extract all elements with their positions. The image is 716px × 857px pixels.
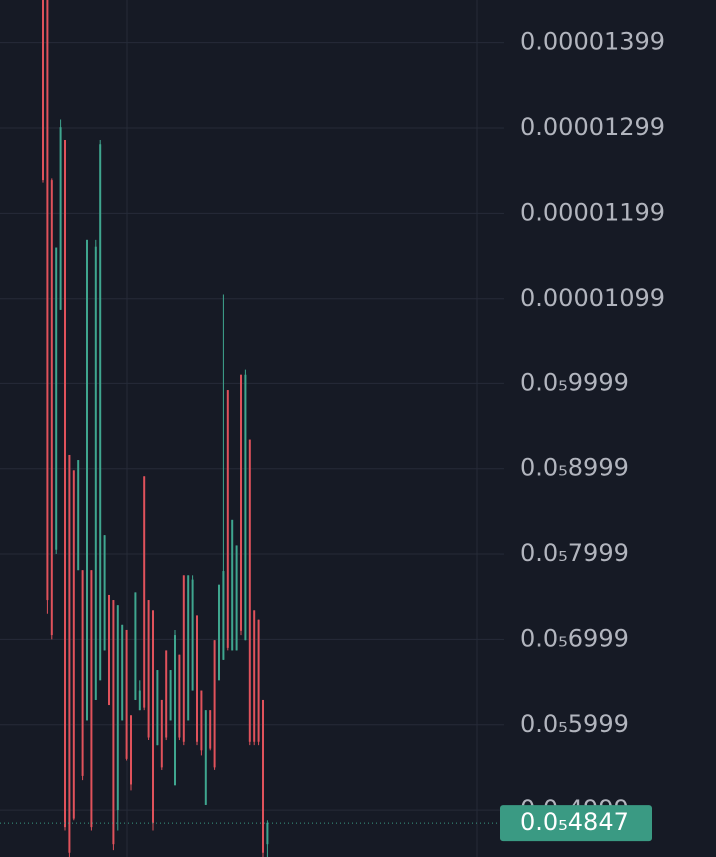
- candle-body: [116, 605, 119, 811]
- candle-body: [112, 600, 115, 845]
- candle-body: [121, 624, 124, 721]
- last-price-label: 0.0₅4847: [520, 808, 629, 836]
- candle-body: [125, 629, 128, 759]
- candle-body: [42, 0, 44, 181]
- y-tick-label: 0.00001299: [520, 113, 665, 141]
- candle-body: [218, 584, 220, 681]
- y-tick-label: 0.0₅7999: [520, 539, 629, 567]
- candle-body: [152, 610, 154, 823]
- candles: [42, 0, 269, 857]
- candle-body: [134, 592, 137, 700]
- candle-body: [90, 570, 93, 828]
- candle-body: [147, 600, 150, 738]
- candle-body: [253, 610, 256, 742]
- candle-body: [86, 239, 88, 721]
- last-price-box: [500, 805, 652, 842]
- candle-body: [182, 575, 185, 742]
- candle-body: [130, 715, 132, 785]
- candle-body: [222, 571, 225, 660]
- candle-body: [204, 710, 207, 805]
- candle-body: [138, 690, 141, 711]
- candle-body: [257, 619, 260, 742]
- candle-body: [200, 690, 203, 751]
- y-tick-label: 0.00001099: [520, 284, 665, 312]
- candle-body: [72, 470, 75, 819]
- candle-body: [99, 144, 102, 681]
- price-axis: 0.00001399 0.00001299 0.00001199 0.00001099…: [0, 28, 665, 842]
- candle-body: [81, 570, 84, 776]
- candle-body: [213, 640, 216, 768]
- candle-body: [50, 180, 53, 636]
- candle-body: [165, 650, 168, 738]
- candle-body: [169, 670, 172, 721]
- y-tick-label: 0.0₅8999: [520, 454, 629, 482]
- y-tick-label: 0.0₅5999: [520, 710, 629, 738]
- candle-body: [231, 519, 234, 651]
- candle-body: [77, 460, 80, 571]
- candle-body: [160, 699, 163, 768]
- candle-body: [94, 246, 97, 700]
- candle-body: [68, 454, 71, 853]
- candle-body: [59, 127, 62, 310]
- y-tick-label: 0.0₅6999: [520, 624, 629, 652]
- candle-body: [191, 579, 194, 691]
- candle-body: [143, 476, 146, 708]
- candle-body: [209, 710, 212, 749]
- y-tick-label: 0.0₅9999: [520, 368, 629, 396]
- candle-body: [55, 247, 58, 550]
- candle-body: [226, 390, 229, 648]
- candle-body: [240, 374, 242, 631]
- candle-body: [244, 374, 247, 641]
- candle-body: [266, 822, 269, 845]
- y-tick-label: 0.00001199: [520, 198, 665, 226]
- candle-body: [196, 615, 198, 742]
- candle-body: [248, 439, 251, 742]
- candle-body: [174, 635, 176, 786]
- candle-body: [108, 594, 110, 706]
- candle-body: [235, 545, 238, 651]
- candle-body: [46, 0, 49, 601]
- y-tick-label: 0.00001399: [520, 28, 665, 56]
- candle-body: [156, 670, 159, 746]
- candle-body: [103, 535, 106, 651]
- candle-body: [64, 139, 66, 828]
- candle-body: [262, 699, 264, 853]
- candle-body: [187, 575, 190, 721]
- candle-body: [178, 654, 181, 738]
